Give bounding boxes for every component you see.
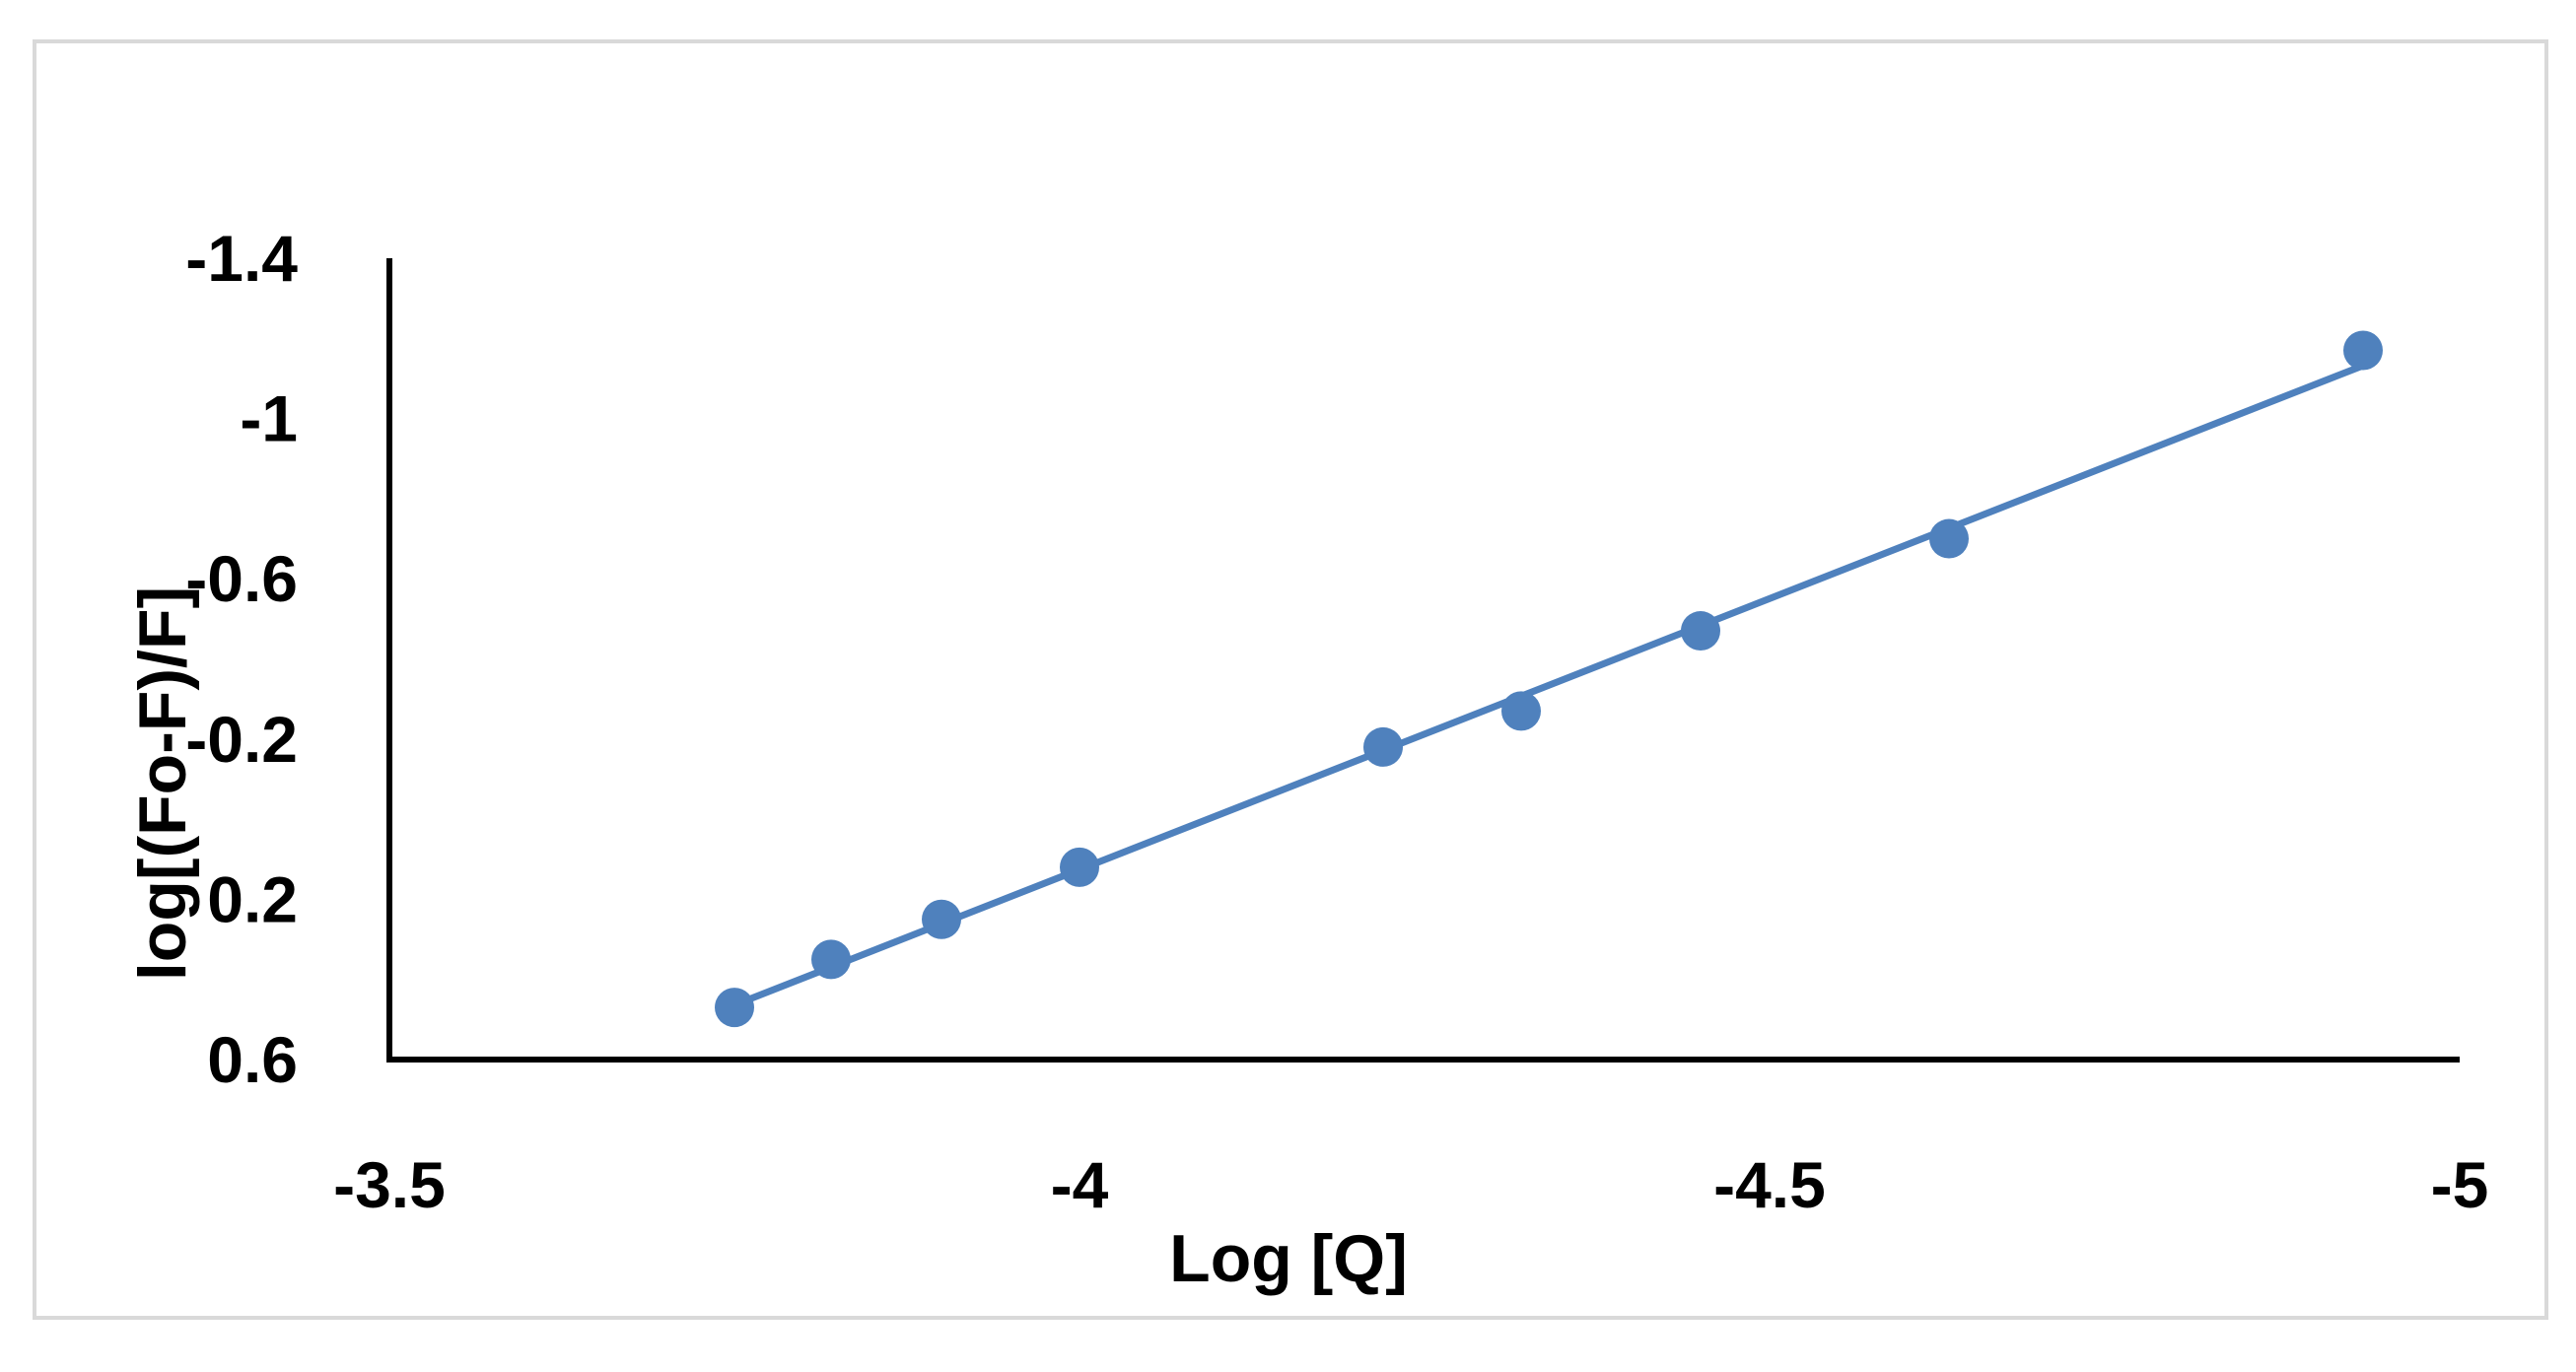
- x-axis-title: Log [Q]: [1169, 1221, 1408, 1296]
- data-point: [1501, 691, 1541, 731]
- x-tick-label: -4: [1051, 1148, 1109, 1221]
- trend-layer: [731, 362, 2367, 1009]
- data-point: [922, 899, 961, 939]
- points-layer: [715, 330, 2383, 1028]
- data-point: [715, 988, 754, 1028]
- y-tick-label: -0.2: [185, 703, 298, 776]
- y-tick-label: -1: [240, 382, 298, 455]
- data-point: [1060, 847, 1099, 887]
- x-tick-label: -4.5: [1713, 1148, 1826, 1221]
- x-tick-label: -3.5: [333, 1148, 446, 1221]
- data-point: [1681, 611, 1720, 652]
- axes-layer: -3.5 -4 -4.5 -5 0.6 0.2 -0.2 -0.6 -1 -1.4: [185, 222, 2488, 1221]
- trendline: [731, 362, 2367, 1009]
- data-point: [1363, 726, 1403, 767]
- y-tick-label: 0.6: [207, 1023, 298, 1096]
- y-tick-label: 0.2: [207, 862, 298, 935]
- data-point: [2343, 330, 2383, 371]
- y-tick-label: -0.6: [185, 542, 298, 615]
- x-tick-label: -5: [2431, 1148, 2489, 1221]
- data-point: [1929, 518, 1969, 559]
- chart-border: [33, 39, 2548, 1320]
- y-axis-title: log[(Fo-F)/F]: [125, 586, 200, 981]
- y-tick-label: -1.4: [185, 222, 298, 295]
- data-point: [811, 939, 851, 980]
